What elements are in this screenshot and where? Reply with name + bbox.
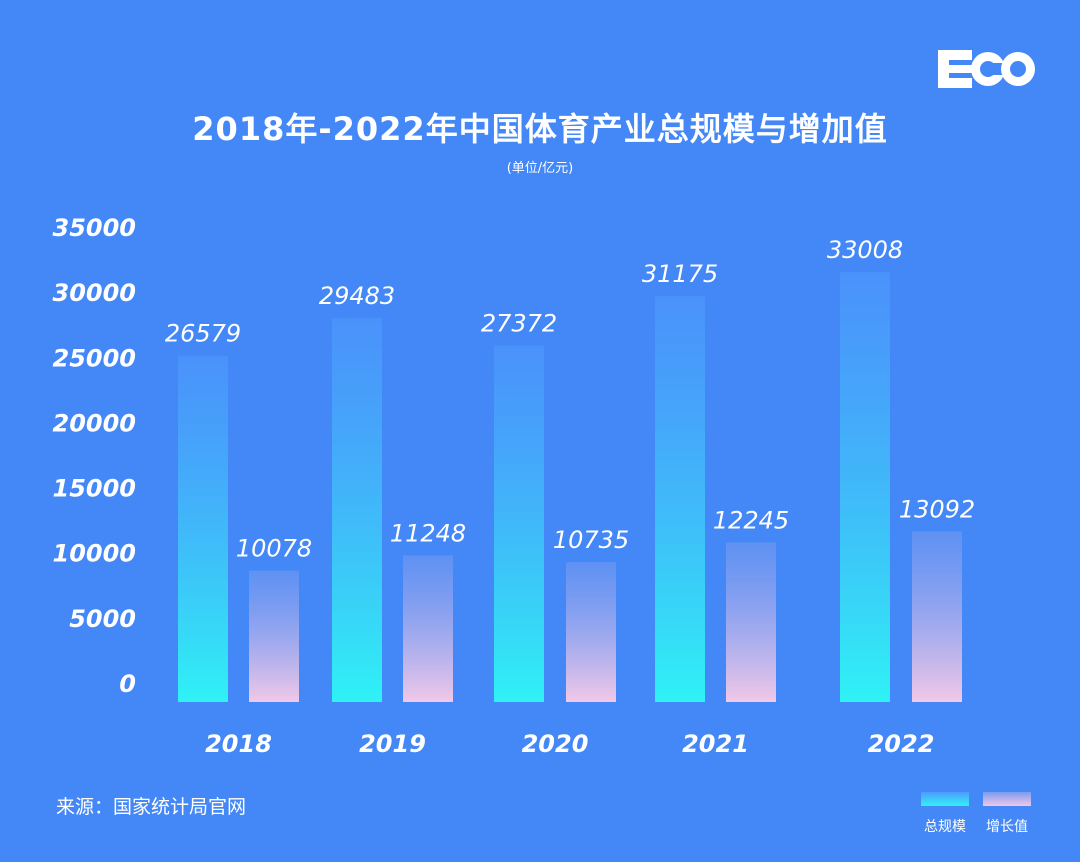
legend-swatch-total [921,792,969,806]
bar-add-2022 [912,531,962,702]
y-tick-label-5: 25000 [53,344,137,372]
bar-total-2019 [332,317,382,702]
y-tick-label-7: 35000 [53,214,137,242]
y-tick-label-4: 20000 [53,409,137,437]
source-note: 来源：国家统计局官网 [56,796,247,818]
bars: 26579 29483 27372 31175 33008 10078 11248 10735… [165,236,975,702]
x-tick-label-2018: 2018 [205,730,272,758]
legend-label-add: 增长值 [986,819,1028,835]
data-label-total-2021: 31175 [642,260,718,288]
y-tick-label-2: 10000 [53,540,137,568]
bar-add-2019 [403,555,453,702]
legend-swatch-add [983,792,1031,806]
data-label-total-2022: 33008 [827,236,903,264]
data-label-total-2019: 29483 [319,282,395,310]
x-tick-label-2022: 2022 [868,730,935,758]
bar-total-2018 [178,355,228,702]
bar-total-2022 [840,271,890,702]
data-label-add-2021: 12245 [713,506,789,534]
data-label-total-2020: 27372 [481,309,557,337]
eco-logo [938,50,1035,88]
data-label-add-2018: 10078 [236,535,312,563]
legend-item-add: 增长值 [983,792,1031,836]
y-tick-label-6: 30000 [53,279,137,307]
data-label-add-2022: 13092 [899,495,975,523]
x-tick-label-2021: 2021 [682,730,749,758]
chart-subtitle: (单位/亿元) [506,161,574,176]
x-axis: 2018 2019 2020 2021 2022 [205,730,934,758]
y-axis: 0 5000 10000 15000 20000 25000 30000 35000 [53,214,137,698]
data-label-add-2019: 11248 [390,519,466,547]
y-tick-label-0: 0 [119,670,136,698]
bar-add-2018 [249,570,299,702]
y-tick-label-1: 5000 [69,605,136,633]
x-tick-label-2019: 2019 [359,730,426,758]
bar-add-2020 [566,562,616,702]
legend-item-total: 总规模 [921,792,969,836]
chart-title: 2018年-2022年中国体育产业总规模与增加值 [192,110,888,148]
data-label-total-2018: 26579 [165,320,241,348]
bar-total-2020 [494,345,544,702]
legend-label-total: 总规模 [924,819,966,835]
x-tick-label-2020: 2020 [522,730,589,758]
bar-add-2021 [726,542,776,702]
data-label-add-2020: 10735 [553,526,629,554]
y-tick-label-3: 15000 [53,475,137,503]
bar-total-2021 [655,295,705,702]
